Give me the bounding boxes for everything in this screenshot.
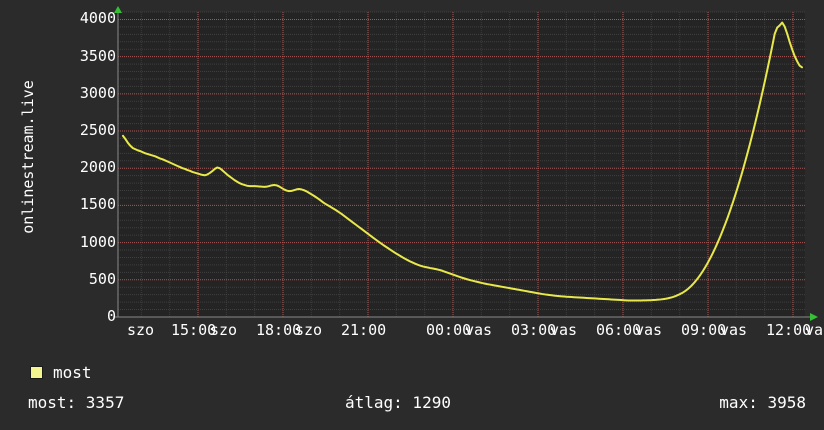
- x-day-label: vas: [465, 321, 493, 339]
- y-tick-label: 0: [106, 307, 116, 325]
- x-day-label: vas: [720, 321, 748, 339]
- y-tick-label: 2000: [79, 158, 116, 177]
- y-axis-ticks: 4000 3500 3000 2500 2000 1500 1000 500 0: [36, 0, 116, 430]
- y-tick-label: 1000: [79, 232, 116, 251]
- y-axis-arrow-icon: [114, 6, 122, 13]
- x-day-label: szo: [127, 321, 155, 339]
- y-tick-label: 500: [88, 269, 116, 288]
- stat-current: most: 3357: [28, 393, 125, 412]
- y-tick-label: 3500: [79, 46, 116, 65]
- y-tick-label: 3000: [79, 83, 116, 102]
- x-day-label: vas: [635, 321, 663, 339]
- y-tick-label: 2500: [79, 121, 116, 140]
- x-day-label: szo: [295, 321, 323, 339]
- x-tick-label: 09:00: [681, 321, 727, 339]
- x-tick-label: 18:00: [256, 321, 302, 339]
- x-day-label: vas: [805, 321, 824, 339]
- x-tick-label: 06:00: [596, 321, 642, 339]
- x-axis-arrow-icon: [810, 313, 818, 321]
- x-tick-label: 15:00: [171, 321, 217, 339]
- data-line-most: [122, 21, 803, 302]
- legend-label: most: [53, 362, 92, 382]
- x-axis-ticks: 15:00 18:00 21:00 00:00 03:00 06:00 09:00 12:00…: [0, 322, 824, 344]
- stat-max: max: 3958: [719, 393, 806, 412]
- y-tick-label: 4000: [79, 9, 116, 28]
- x-tick-label: 00:00: [426, 321, 472, 339]
- plot-background: [118, 12, 805, 317]
- legend: most: [30, 362, 92, 382]
- stat-average: átlag: 1290: [345, 393, 451, 412]
- x-day-label: vas: [550, 321, 578, 339]
- legend-color-swatch: [30, 365, 43, 379]
- x-day-label: szo: [210, 321, 238, 339]
- x-tick-label: 21:00: [341, 321, 387, 339]
- x-tick-label: 12:00: [766, 321, 812, 339]
- y-tick-label: 1500: [79, 195, 116, 214]
- x-tick-label: 03:00: [511, 321, 557, 339]
- stats-row: most: 3357 átlag: 1290 max: 3958: [0, 393, 824, 415]
